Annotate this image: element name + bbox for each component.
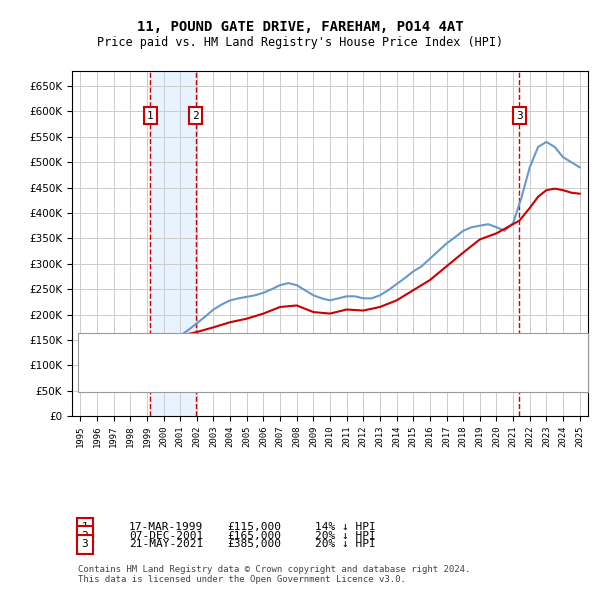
Text: 3: 3 [82,539,88,549]
Text: HPI: Average price, detached house, Fareham: HPI: Average price, detached house, Fare… [108,361,361,371]
Text: 1: 1 [82,522,88,532]
Text: £165,000: £165,000 [227,531,281,541]
Text: £385,000: £385,000 [227,539,281,549]
Text: 11, POUND GATE DRIVE, FAREHAM, PO14 4AT (detached house): 11, POUND GATE DRIVE, FAREHAM, PO14 4AT … [108,337,437,347]
Text: 2: 2 [192,111,199,121]
Text: 07-DEC-2001: 07-DEC-2001 [129,531,203,541]
Text: £115,000: £115,000 [227,522,281,532]
Bar [151,71,196,416]
Text: Contains HM Land Registry data © Crown copyright and database right 2024.: Contains HM Land Registry data © Crown c… [78,565,470,574]
Text: 2: 2 [82,531,88,541]
Text: 21-MAY-2021: 21-MAY-2021 [129,539,203,549]
Text: 3: 3 [516,111,523,121]
Text: —: — [90,333,100,351]
Text: 1: 1 [147,111,154,121]
Text: 20% ↓ HPI: 20% ↓ HPI [314,531,375,541]
Text: 20% ↓ HPI: 20% ↓ HPI [314,539,375,549]
Text: This data is licensed under the Open Government Licence v3.0.: This data is licensed under the Open Gov… [78,575,406,584]
Text: 11, POUND GATE DRIVE, FAREHAM, PO14 4AT: 11, POUND GATE DRIVE, FAREHAM, PO14 4AT [137,19,463,34]
Text: 17-MAR-1999: 17-MAR-1999 [129,522,203,532]
Text: 14% ↓ HPI: 14% ↓ HPI [314,522,375,532]
Text: Price paid vs. HM Land Registry's House Price Index (HPI): Price paid vs. HM Land Registry's House … [97,36,503,49]
Text: —: — [90,357,100,375]
